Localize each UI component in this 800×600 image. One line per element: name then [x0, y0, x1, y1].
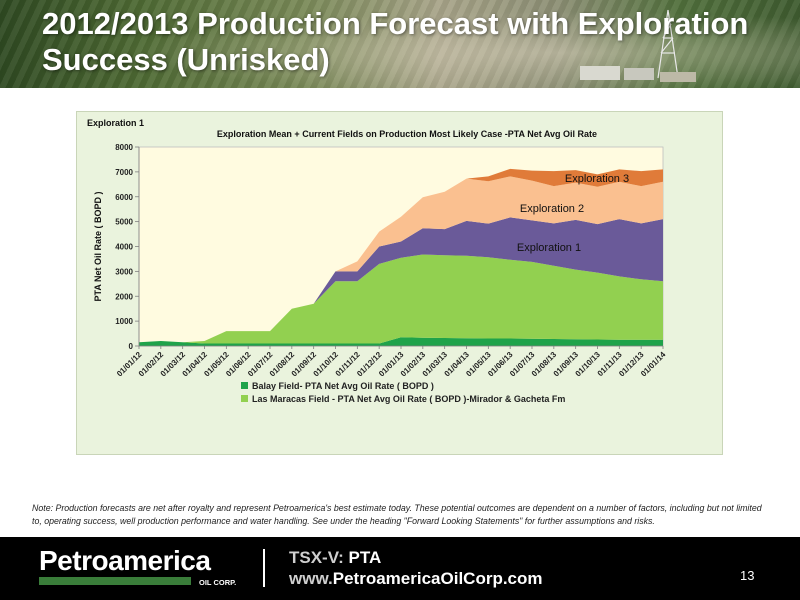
ticker-value: PTA — [348, 548, 382, 567]
website-link[interactable]: www.PetroamericaOilCorp.com — [289, 569, 543, 589]
exploration-1-area — [139, 217, 663, 343]
logo-subtitle: OIL CORP. — [199, 578, 237, 587]
y-tick-label: 3000 — [115, 267, 133, 276]
x-tick-label: 01/01/14 — [639, 350, 668, 379]
ticker-label: TSX-V: — [289, 548, 344, 567]
y-tick-label: 7000 — [115, 168, 133, 177]
footer-bar — [0, 537, 800, 600]
annotation-exploration-3: Exploration 3 — [565, 173, 629, 185]
y-axis-title: PTA Net Oil Rate ( BOPD ) — [93, 191, 103, 301]
page-number: 13 — [740, 568, 755, 583]
legend-label: Las Maracas Field - PTA Net Avg Oil Rate… — [252, 394, 565, 404]
legend-swatch — [241, 395, 248, 402]
y-tick-label: 4000 — [115, 243, 133, 252]
chart-corner-label: Exploration 1 — [87, 118, 144, 128]
y-tick-label: 8000 — [115, 143, 133, 152]
drilling-rig-icon — [580, 9, 696, 82]
y-tick-label: 2000 — [115, 292, 133, 301]
las-maracas-area — [139, 254, 663, 344]
exploration-2-area — [139, 176, 663, 343]
company-logo: Petroamerica — [39, 545, 211, 576]
disclaimer-note: Note: Production forecasts are net after… — [32, 503, 762, 526]
annotation-exploration-1: Exploration 1 — [517, 242, 581, 254]
y-tick-label: 1000 — [115, 317, 133, 326]
chart-title: Exploration Mean + Current Fields on Pro… — [217, 129, 597, 139]
footer-divider — [263, 549, 265, 587]
legend-swatch — [241, 382, 248, 389]
y-tick-label: 5000 — [115, 218, 133, 227]
website-domain: PetroamericaOilCorp.com — [332, 569, 543, 588]
legend-label: Balay Field- PTA Net Avg Oil Rate ( BOPD… — [252, 381, 434, 391]
annotation-exploration-2: Exploration 2 — [520, 203, 584, 215]
slide-title: 2012/2013 Production Forecast with Explo… — [42, 6, 749, 77]
y-tick-label: 0 — [129, 342, 134, 351]
production-forecast-chart: 0 1000 2000 3000 4000 5000 6000 7000 8000 01/01/1… — [87, 118, 668, 404]
y-tick-label: 6000 — [115, 193, 133, 202]
header-banner: 2012/2013 Production Forecast with Explo… — [0, 0, 800, 88]
logo-underline — [39, 577, 191, 585]
balay-field-area — [139, 337, 663, 346]
ticker-symbol: TSX-V: PTA — [289, 548, 381, 568]
chart-panel: 0 1000 2000 3000 4000 5000 6000 7000 8000 01/01/1… — [76, 111, 723, 455]
website-prefix: www. — [289, 569, 333, 588]
